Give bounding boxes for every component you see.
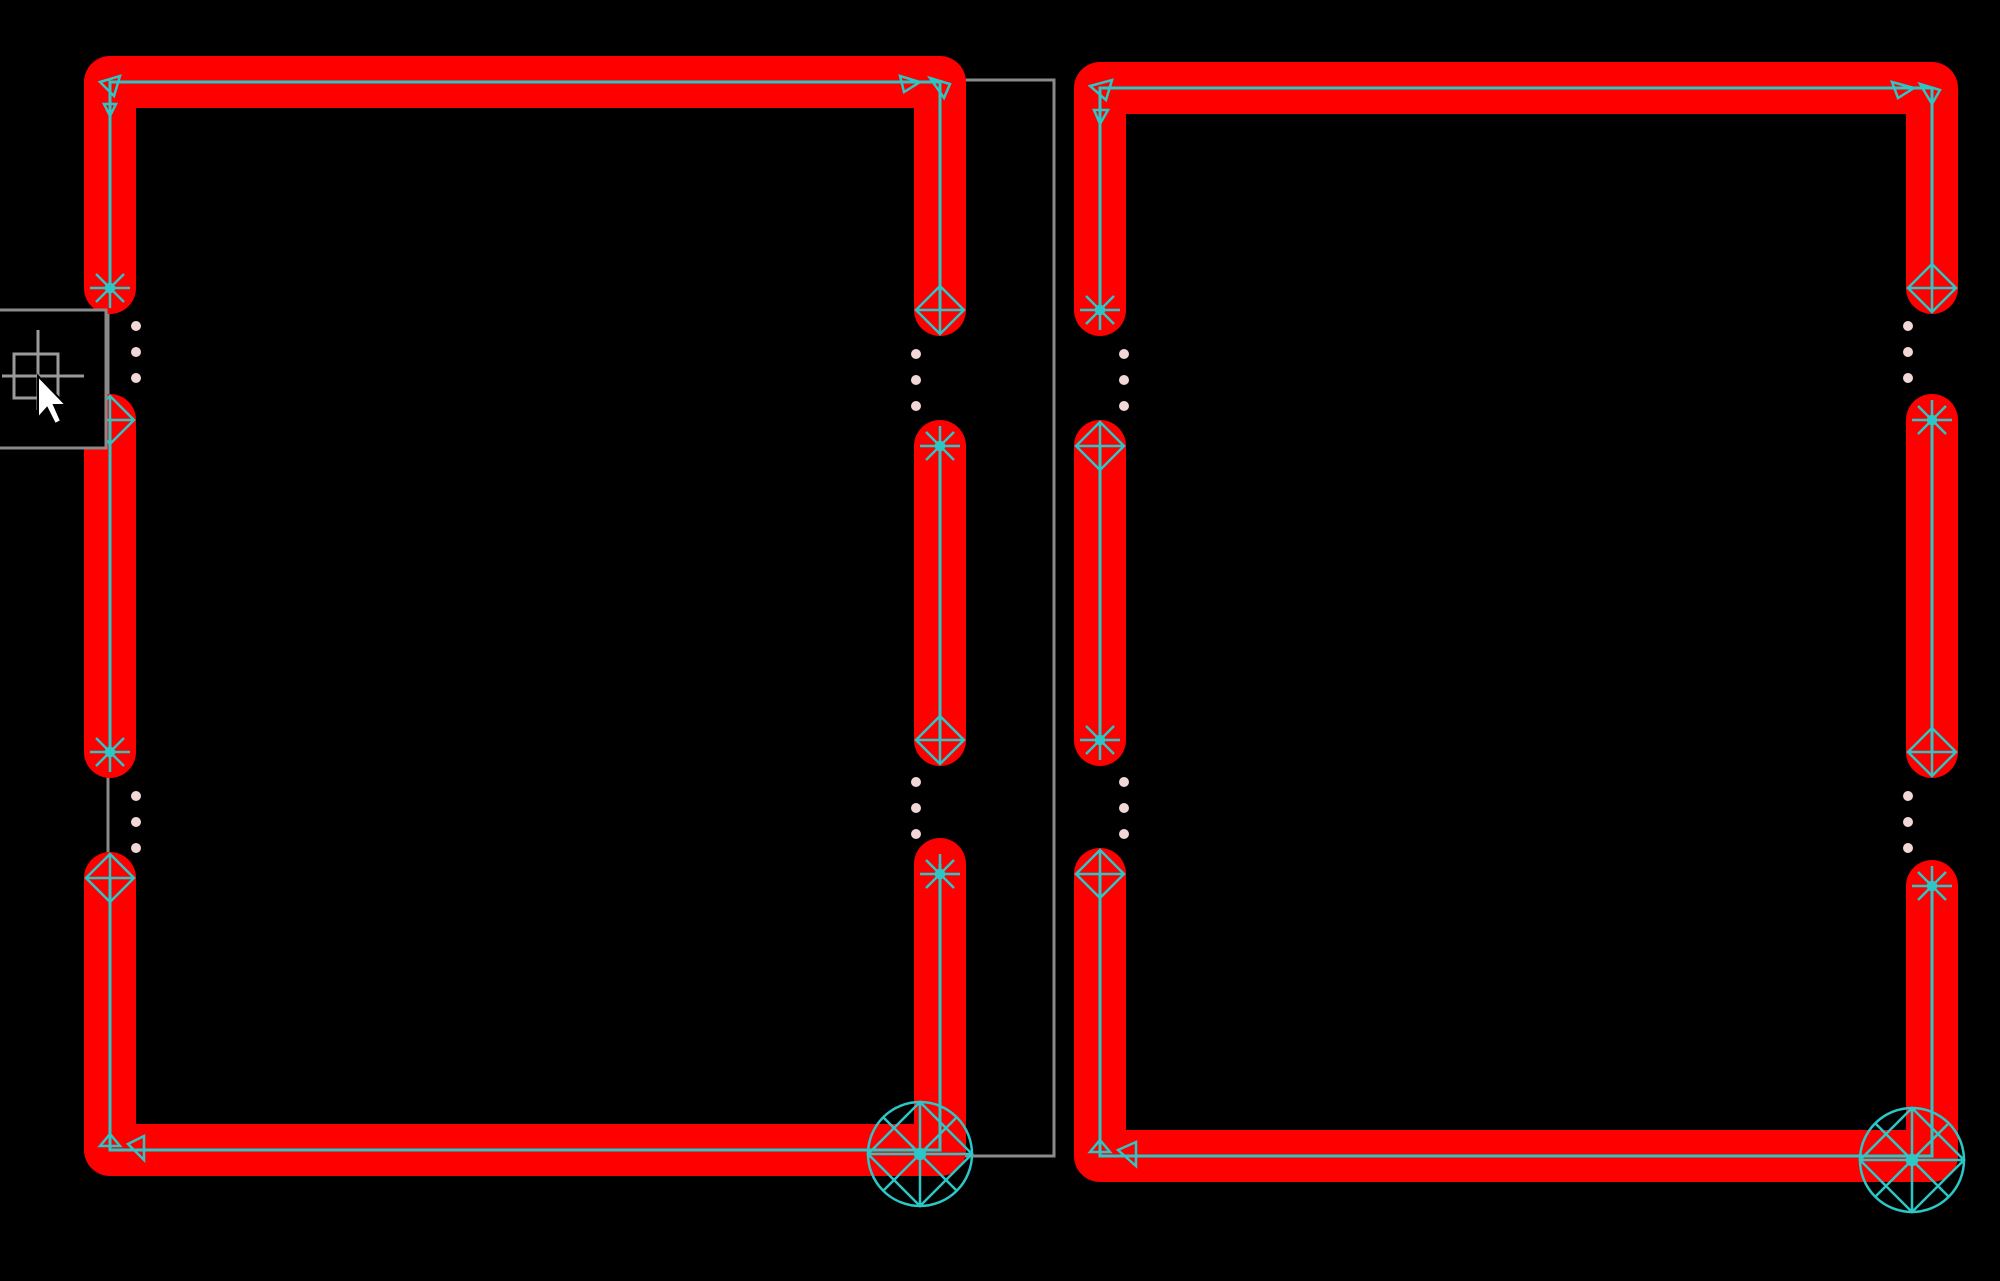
centerline-loop-right: [1098, 86, 1934, 1158]
centerline-loop-left: [108, 80, 942, 1152]
corner-vertex-markers: [97, 74, 1942, 1169]
pointer-arrow-icon: [37, 373, 69, 426]
pad-target-marker-right: [1858, 1106, 1966, 1214]
crosshair-tool-icon[interactable]: [0, 308, 108, 450]
endpoint-markers-asterisk: [90, 268, 1952, 906]
pad-target-marker-left: [866, 1100, 974, 1208]
gap-dots: [131, 321, 1913, 853]
